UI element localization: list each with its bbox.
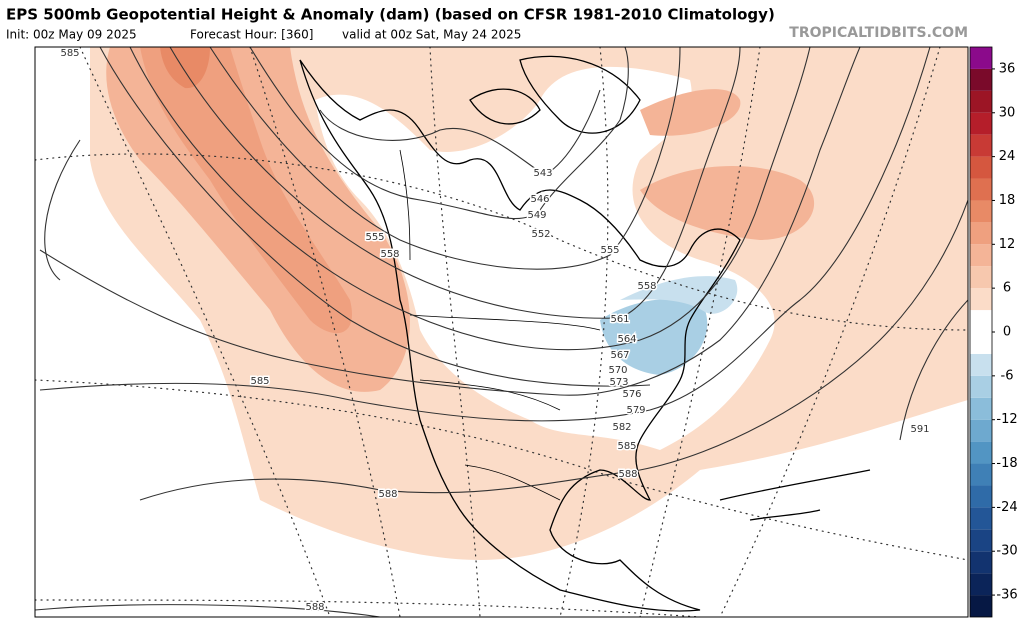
colorbar-tick-label: -30	[996, 544, 1017, 559]
colorbar-tick-label: 18	[999, 193, 1016, 208]
colorbar-tick-label: 30	[999, 105, 1016, 120]
colorbar-bin	[970, 485, 992, 508]
coastline	[469, 55, 871, 521]
contour	[899, 299, 968, 441]
contour-label: 576	[622, 389, 641, 400]
contour-label: 567	[610, 350, 629, 361]
contour-label: 558	[380, 249, 399, 260]
contour	[35, 604, 381, 617]
contour	[99, 47, 651, 387]
init-time: Init: 00z May 09 2025	[6, 28, 137, 42]
colorbar-tick-label: -24	[996, 500, 1017, 515]
contour	[209, 47, 681, 270]
anomaly-fill	[620, 276, 738, 314]
colorbar-bin	[970, 156, 992, 179]
colorbar-bin	[970, 441, 992, 464]
contour-label: 585	[250, 376, 269, 387]
colorbar-bin	[970, 419, 992, 442]
source: TROPICALTIDBITS.COM	[789, 25, 968, 41]
contour-label: 546	[530, 194, 549, 205]
colorbar-tick-label: 6	[1003, 281, 1011, 296]
contour-label: 585	[60, 48, 79, 59]
colorbar-tick-label: -36	[996, 588, 1017, 603]
colorbar-tick-label: -18	[996, 456, 1017, 471]
title: EPS 500mb Geopotential Height & Anomaly …	[6, 6, 775, 24]
anomaly-fill	[640, 166, 815, 240]
contour	[129, 47, 811, 351]
contour-label: 558	[637, 281, 656, 292]
contour-label: 588	[378, 489, 397, 500]
colorbar-bin	[970, 463, 992, 486]
anomaly-fill	[600, 299, 708, 375]
contour-label: 555	[365, 232, 384, 243]
colorbar-bin	[970, 332, 992, 354]
colorbar-bin	[970, 112, 992, 135]
contour	[139, 199, 968, 501]
colorbar-bin	[970, 310, 992, 332]
contour	[169, 47, 741, 319]
contour-label: 573	[609, 377, 628, 388]
contour-label: 549	[527, 210, 546, 221]
map	[35, 47, 968, 617]
contour	[39, 47, 931, 422]
contour	[44, 139, 81, 281]
contour	[249, 47, 629, 220]
colorbar-bin	[970, 529, 992, 552]
neutral-area	[700, 400, 968, 617]
colorbar-tick-label: 36	[999, 61, 1016, 76]
contour	[319, 89, 601, 176]
colorbar-bin	[970, 68, 992, 91]
coastline	[299, 59, 741, 612]
colorbar-tick-label: -6	[1001, 368, 1014, 383]
contour-label: 591	[910, 424, 929, 435]
anomaly-fill	[140, 47, 352, 334]
colorbar-bin	[970, 375, 992, 398]
colorbar-bin	[970, 507, 992, 530]
colorbar-tick-label: 0	[1003, 325, 1011, 340]
colorbar-tick-label: 12	[999, 237, 1016, 252]
colorbar-tick-label: -12	[996, 412, 1017, 427]
contour-label: 564	[617, 334, 636, 345]
colorbar-tick-label: 24	[999, 149, 1016, 164]
colorbar-bin	[970, 573, 992, 596]
border	[399, 149, 601, 501]
colorbar-bin	[970, 397, 992, 420]
contour-label: 582	[612, 422, 631, 433]
contour-label: 552	[531, 229, 550, 240]
colorbar-bin	[970, 222, 992, 245]
colorbar-bin	[970, 244, 992, 267]
contour-label: 588	[305, 602, 324, 613]
colorbar-bin	[970, 595, 992, 617]
colorbar-bin	[970, 178, 992, 201]
colorbar-bin	[970, 200, 992, 223]
colorbar: 36 30 24 18 12 6 0 -6 -12 -18 -24 -30 -36	[969, 46, 1018, 618]
valid-time: valid at 00z Sat, May 24 2025	[342, 28, 521, 42]
colorbar-bin	[970, 90, 992, 113]
forecast-hour: Forecast Hour: [360]	[190, 28, 313, 42]
contour	[39, 47, 861, 396]
contour-label: 555	[600, 245, 619, 256]
colorbar-bin	[970, 353, 992, 376]
contour-label: 579	[626, 405, 645, 416]
anomaly-fill	[160, 47, 210, 89]
colorbar-bin	[970, 551, 992, 574]
contour-label: 570	[608, 365, 627, 376]
map-frame	[34, 46, 969, 618]
colorbar-bin	[970, 134, 992, 157]
contour-label: 588	[618, 469, 637, 480]
contour-label: 585	[617, 441, 636, 452]
colorbar-bin	[970, 47, 992, 69]
contour-label: 543	[533, 168, 552, 179]
contour-label: 561	[610, 314, 629, 325]
anomaly-fill	[640, 89, 741, 136]
colorbar-bin	[970, 288, 992, 311]
colorbar-bin	[970, 266, 992, 289]
